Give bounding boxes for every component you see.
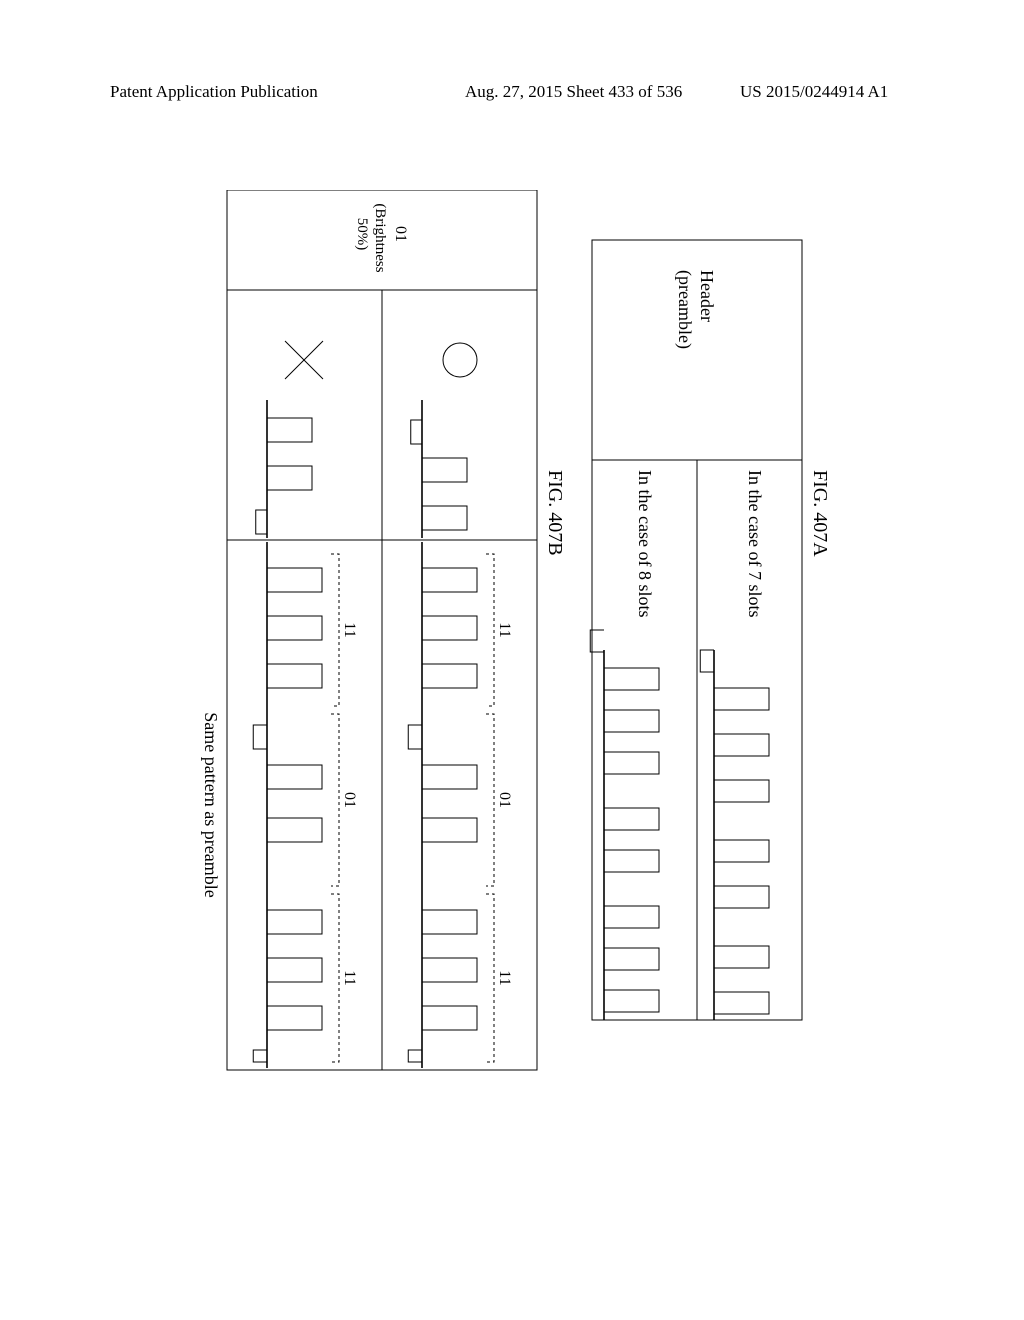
svg-text:01: 01: [341, 792, 358, 808]
svg-text:FIG. 407B: FIG. 407B: [544, 470, 566, 556]
svg-text:In the case of 7 slots: In the case of 7 slots: [745, 470, 765, 617]
header-left: Patent Application Publication: [110, 82, 318, 102]
figure-rotated-wrap: FIG. 407A Header(preamble) In the case of …: [182, 190, 842, 1090]
svg-text:In the case of 8 slots: In the case of 8 slots: [635, 470, 655, 617]
svg-text:(preamble): (preamble): [674, 270, 695, 349]
svg-text:50%): 50%): [354, 218, 370, 251]
svg-text:FIG. 407A: FIG. 407A: [809, 470, 831, 557]
svg-text:11: 11: [341, 970, 358, 985]
svg-text:Header: Header: [697, 270, 717, 322]
svg-text:11: 11: [341, 622, 358, 637]
svg-text:11: 11: [496, 622, 513, 637]
page: Patent Application Publication Aug. 27, …: [0, 0, 1024, 1320]
header-mid: Aug. 27, 2015 Sheet 433 of 536: [465, 82, 682, 102]
svg-text:01: 01: [496, 792, 513, 808]
svg-text:11: 11: [496, 970, 513, 985]
figures-svg: FIG. 407A Header(preamble) In the case of …: [182, 190, 842, 1090]
svg-text:(Brightness: (Brightness: [372, 203, 388, 272]
header-right: US 2015/0244914 A1: [740, 82, 888, 102]
svg-text:01: 01: [392, 226, 409, 242]
svg-text:Same pattern as preamble: Same pattern as preamble: [201, 712, 221, 897]
